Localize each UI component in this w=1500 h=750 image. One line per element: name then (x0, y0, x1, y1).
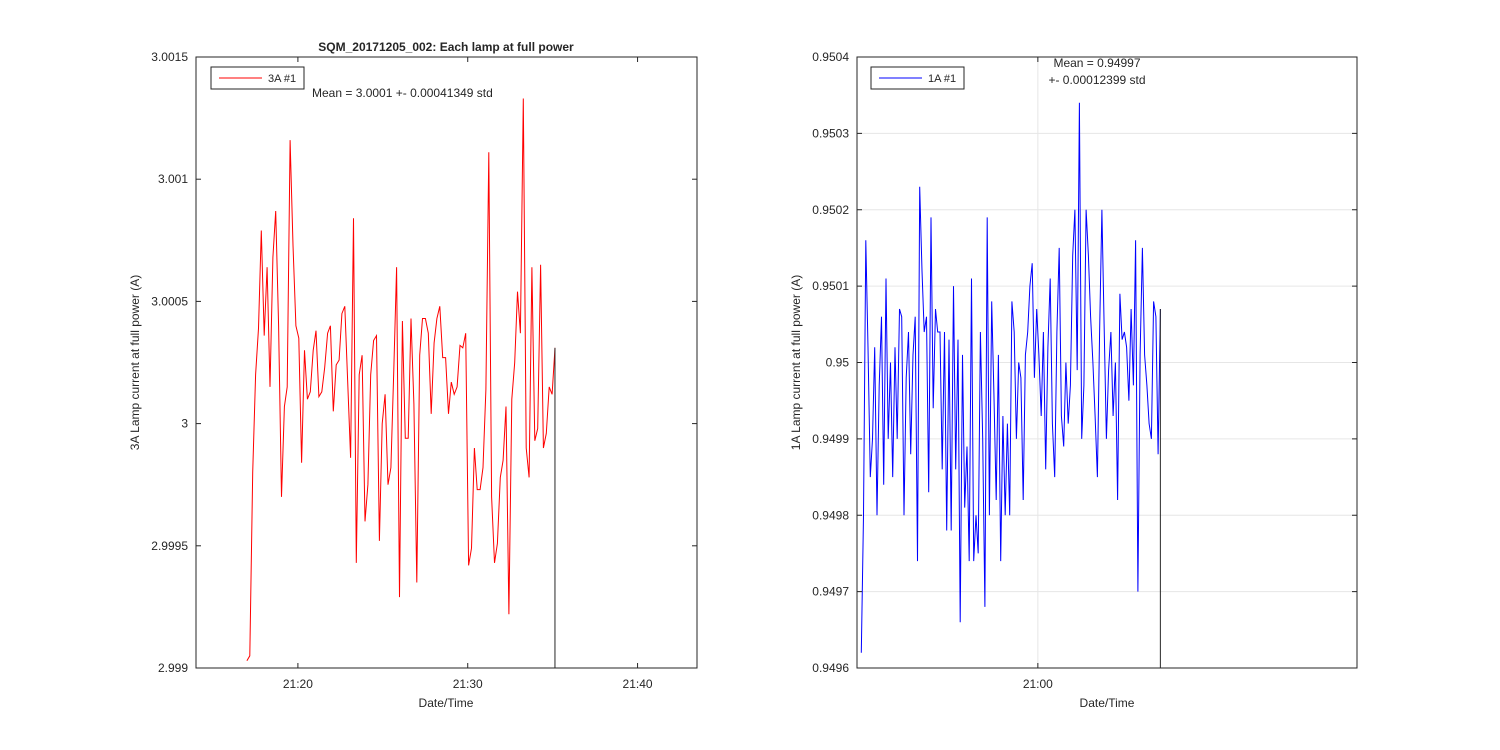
right-stats-annotation: Mean = 0.94997 +- 0.00012399 std (1048, 56, 1145, 87)
right-x-tick-label: 21:00 (1023, 677, 1053, 691)
left-x-axis-label: Date/Time (419, 696, 474, 710)
left-y-tick-label: 3.0015 (151, 50, 188, 64)
left-plot-area (196, 57, 697, 668)
right-y-tick-label: 0.95 (826, 356, 850, 370)
right-stats-annotation-line: Mean = 0.94997 (1053, 56, 1140, 70)
left-y-tick-label: 3.001 (158, 172, 188, 186)
right-y-tick-label: 0.9497 (812, 585, 849, 599)
left-legend-label: 3A #1 (268, 73, 296, 85)
right-y-axis-label: 1A Lamp current at full power (A) (789, 275, 803, 450)
left-y-tick-label: 2.9995 (151, 539, 188, 553)
left-chart-title: SQM_20171205_002: Each lamp at full powe… (318, 40, 574, 54)
right-axes: 0.9496 0.9497 0.9498 0.9499 0.95 0.9501 0.9502… (789, 50, 1358, 710)
right-y-tick-label: 0.9501 (812, 279, 849, 293)
right-x-axis-label: Date/Time (1080, 696, 1135, 710)
right-y-tick-label: 0.9499 (812, 432, 849, 446)
left-y-tick-label: 3.0005 (151, 294, 188, 308)
left-y-tick-label: 3 (181, 417, 188, 431)
right-legend: 1A #1 (870, 66, 965, 90)
left-x-tick-label: 21:30 (453, 677, 483, 691)
left-stats-annotation: Mean = 3.0001 +- 0.00041349 std (312, 86, 493, 100)
right-y-tick-label: 0.9503 (812, 126, 849, 140)
right-y-tick-label: 0.9496 (812, 661, 849, 675)
left-x-tick-label: 21:20 (283, 677, 313, 691)
right-series-line (860, 102, 1161, 653)
right-plot-frame (856, 56, 1358, 669)
right-legend-label: 1A #1 (928, 73, 956, 85)
left-axes: 2.999 2.9995 3 3.0005 3.001 3.0015 21:20 21:30… (128, 40, 698, 710)
left-y-tick-label: 2.999 (158, 661, 188, 675)
right-y-tick-label: 0.9502 (812, 203, 849, 217)
left-plot-frame (195, 56, 698, 669)
left-y-axis-label: 3A Lamp current at full power (A) (128, 275, 142, 450)
left-legend: 3A #1 (210, 66, 305, 90)
left-x-tick-label: 21:40 (623, 677, 653, 691)
right-stats-annotation-line: +- 0.00012399 std (1048, 73, 1145, 87)
right-y-tick-label: 0.9504 (812, 50, 849, 64)
left-series-line (246, 98, 556, 661)
right-y-tick-label: 0.9498 (812, 508, 849, 522)
